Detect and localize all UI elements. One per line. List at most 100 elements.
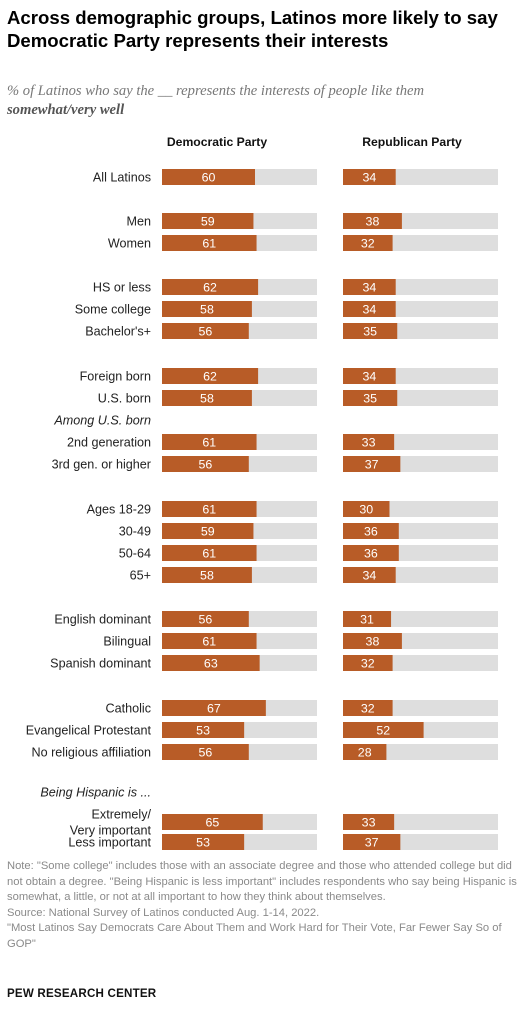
bar xyxy=(343,279,396,295)
chart-subtitle: % of Latinos who say the __ represents t… xyxy=(7,82,522,120)
bar xyxy=(343,744,387,760)
bar xyxy=(343,722,424,738)
bar-value-label: 34 xyxy=(362,280,376,294)
category-label: Some college xyxy=(75,303,151,317)
category-label: 65+ xyxy=(130,569,151,583)
bar xyxy=(343,501,390,517)
bar xyxy=(343,633,402,649)
category-label: Catholic xyxy=(106,702,152,716)
bar-value-label: 61 xyxy=(202,502,216,516)
column-header-1: Republican Party xyxy=(362,135,462,149)
bar xyxy=(343,655,393,671)
category-label: Spanish dominant xyxy=(50,657,151,671)
bar-value-label: 34 xyxy=(362,302,376,316)
bar xyxy=(162,390,252,406)
bar xyxy=(162,301,252,317)
category-label: All Latinos xyxy=(93,171,151,185)
bar-value-label: 36 xyxy=(364,546,378,560)
bar xyxy=(343,169,396,185)
subtitle-text: % of Latinos who say the __ represents t… xyxy=(7,83,425,99)
bar-value-label: 32 xyxy=(361,656,375,670)
bar xyxy=(162,744,249,760)
category-label: Extremely/Very important xyxy=(70,808,152,838)
bar-value-label: 35 xyxy=(363,324,377,338)
bar-value-label: 59 xyxy=(201,214,215,228)
bar xyxy=(343,323,398,339)
category-label: U.S. born xyxy=(98,392,151,406)
bar-value-label: 37 xyxy=(365,457,379,471)
category-label: 3rd gen. or higher xyxy=(52,458,151,472)
bar xyxy=(343,700,393,716)
bar-value-label: 61 xyxy=(202,435,216,449)
bar xyxy=(162,834,245,850)
category-label: 2nd generation xyxy=(67,436,151,450)
bar-value-label: 53 xyxy=(196,723,210,737)
bar xyxy=(162,523,254,539)
category-label: Bachelor's+ xyxy=(85,325,151,339)
bar xyxy=(343,611,392,627)
bar-value-label: 37 xyxy=(365,835,379,849)
report-title-text: "Most Latinos Say Democrats Care About T… xyxy=(7,922,502,950)
bar-value-label: 52 xyxy=(376,723,390,737)
credit-label: PEW RESEARCH CENTER xyxy=(7,987,157,1000)
bar xyxy=(343,814,395,830)
category-label: 30-49 xyxy=(119,525,151,539)
bar-value-label: 30 xyxy=(359,502,373,516)
bar xyxy=(162,722,245,738)
bar-value-label: 60 xyxy=(202,170,216,184)
bar xyxy=(162,633,257,649)
bar-value-label: 65 xyxy=(205,815,219,829)
bar xyxy=(162,567,252,583)
bar xyxy=(343,368,396,384)
bar-value-label: 33 xyxy=(362,435,376,449)
bar-value-label: 59 xyxy=(201,524,215,538)
bar xyxy=(343,523,399,539)
category-label: English dominant xyxy=(54,613,151,627)
chart-title: Across demographic groups, Latinos more … xyxy=(7,7,498,51)
bar-value-label: 34 xyxy=(362,170,376,184)
column-header-0: Democratic Party xyxy=(167,135,267,149)
bar xyxy=(343,301,396,317)
bar-value-label: 56 xyxy=(199,324,213,338)
category-label: Among U.S. born xyxy=(53,414,151,428)
category-label: Women xyxy=(108,237,151,251)
category-label: Men xyxy=(127,215,152,229)
bar xyxy=(343,235,393,251)
category-label: 50-64 xyxy=(119,547,151,561)
category-label: HS or less xyxy=(93,281,151,295)
bar-value-label: 58 xyxy=(200,568,214,582)
bar xyxy=(162,434,257,450)
bar-value-label: 62 xyxy=(203,369,217,383)
chart-notes: Note: "Some college" includes those with… xyxy=(7,859,527,952)
bar-value-label: 36 xyxy=(364,524,378,538)
bar-value-label: 32 xyxy=(361,236,375,250)
bar xyxy=(343,545,399,561)
bar xyxy=(343,567,396,583)
bar-chart: Democratic Party Republican Party All Lati… xyxy=(26,135,498,850)
bar-value-label: 58 xyxy=(200,391,214,405)
bar-value-label: 35 xyxy=(363,391,377,405)
bar xyxy=(162,611,249,627)
bar-value-label: 56 xyxy=(199,612,213,626)
bar xyxy=(343,456,401,472)
category-label: Being Hispanic is ... xyxy=(40,786,151,800)
bar xyxy=(162,323,249,339)
bar-value-label: 38 xyxy=(366,634,380,648)
bar xyxy=(162,235,257,251)
bar xyxy=(162,655,260,671)
bar xyxy=(162,814,263,830)
bar xyxy=(343,834,401,850)
note-text: Note: "Some college" includes those with… xyxy=(7,860,517,903)
bar-value-label: 61 xyxy=(202,634,216,648)
category-label: Ages 18-29 xyxy=(87,503,151,517)
subtitle-emphasis: somewhat/very well xyxy=(7,102,125,118)
bar-value-label: 32 xyxy=(361,701,375,715)
category-label: Bilingual xyxy=(103,635,151,649)
bar xyxy=(162,501,257,517)
bar xyxy=(343,213,402,229)
bar-value-label: 63 xyxy=(204,656,218,670)
bar xyxy=(162,700,266,716)
category-label: Less important xyxy=(68,836,151,850)
bar-value-label: 33 xyxy=(362,815,376,829)
bar-value-label: 34 xyxy=(362,369,376,383)
